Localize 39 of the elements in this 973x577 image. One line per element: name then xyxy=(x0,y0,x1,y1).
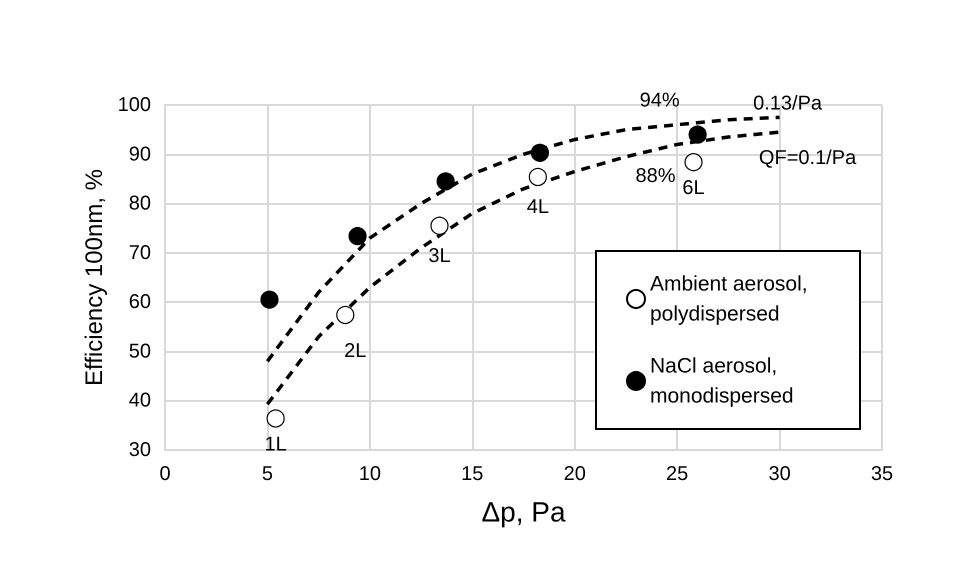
x-tick-label: 30 xyxy=(768,463,791,485)
annotation: 2L xyxy=(344,340,366,362)
point xyxy=(348,227,367,246)
y-tick-label: 60 xyxy=(128,291,151,314)
y-tick-label: 70 xyxy=(128,242,151,264)
x-tick-label: 10 xyxy=(358,463,381,485)
point xyxy=(528,168,547,186)
x-axis-title: Δp, Pa xyxy=(481,496,566,528)
legend-label: NaCl aerosol, monodispersed xyxy=(650,354,794,408)
point xyxy=(266,409,285,428)
x-tick-label: 15 xyxy=(461,463,484,485)
annotation: 88% xyxy=(636,165,676,188)
point xyxy=(530,144,549,162)
y-tick-label: 100 xyxy=(118,94,151,116)
annotation: 4L xyxy=(526,196,549,218)
y-tick-label: 30 xyxy=(128,439,151,461)
x-tick-label: 0 xyxy=(159,463,171,485)
annotation: 3L xyxy=(428,244,451,267)
y-tick-label: 40 xyxy=(128,390,151,412)
x-tick-label: 35 xyxy=(870,463,894,485)
point xyxy=(684,153,703,172)
point xyxy=(430,216,449,235)
y-tick-label: 90 xyxy=(128,143,151,166)
x-tick-label: 20 xyxy=(564,463,586,485)
annotation: 94% xyxy=(640,90,680,112)
point xyxy=(688,125,707,144)
annotation: 6L xyxy=(682,177,705,200)
point xyxy=(336,306,354,324)
annotation: 1L xyxy=(264,433,287,456)
y-axis-title: Efficiency 100nm, % xyxy=(81,169,108,386)
annotation: QF=0.1/Pa xyxy=(758,147,858,170)
x-tick-label: 25 xyxy=(666,463,688,485)
point xyxy=(436,172,455,190)
annotation: 0.13/Pa xyxy=(753,92,823,114)
x-tick-label: 5 xyxy=(262,463,273,485)
legend-label: Ambient aerosol, polydispersed xyxy=(650,272,814,326)
point xyxy=(260,290,279,309)
y-tick-label: 50 xyxy=(128,340,151,362)
y-tick-label: 80 xyxy=(128,192,151,215)
